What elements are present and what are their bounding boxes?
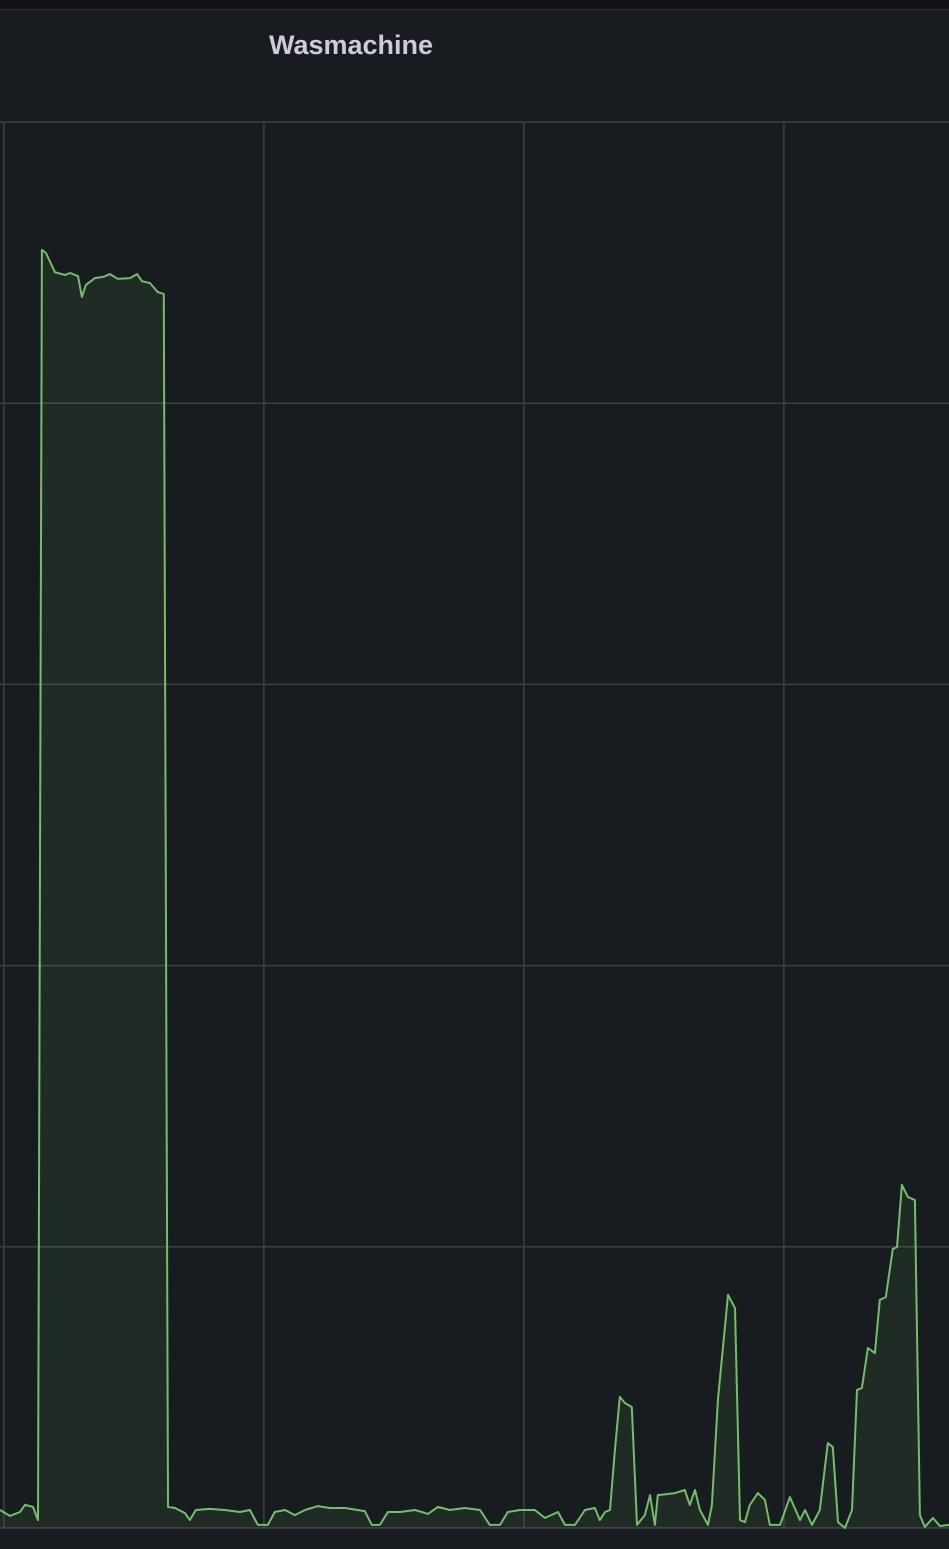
panel-title: Wasmachine [269, 30, 433, 60]
top-strip [0, 0, 949, 9]
area [0, 249, 949, 1528]
line [0, 248, 949, 1529]
